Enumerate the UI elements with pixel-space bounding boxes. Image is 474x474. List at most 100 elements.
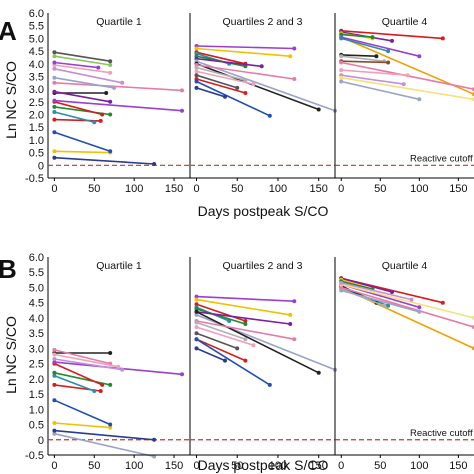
data-point: [386, 49, 391, 54]
panel-letter: B: [0, 254, 17, 284]
data-point: [288, 312, 293, 317]
data-point: [243, 358, 248, 363]
data-point: [339, 285, 344, 290]
series-line: [196, 78, 246, 94]
data-point: [108, 351, 113, 355]
data-point: [112, 85, 117, 90]
series-line: [54, 156, 155, 165]
data-point: [316, 370, 321, 375]
y-tick-label: 5.0: [29, 282, 44, 294]
data-point: [194, 346, 199, 351]
data-point: [194, 79, 199, 84]
data-point: [52, 360, 57, 365]
data-point: [386, 60, 391, 65]
x-tick-label: 0: [51, 183, 57, 195]
cutoff-label: Reactive cutoff: [410, 428, 473, 439]
y-tick-label: 3.0: [29, 343, 44, 355]
series-line: [341, 280, 373, 290]
series-line: [196, 311, 291, 325]
series-line: [341, 76, 474, 101]
series-line: [196, 320, 295, 340]
series-line: [54, 432, 155, 458]
data-point: [339, 60, 344, 65]
data-point: [223, 358, 227, 363]
data-point: [52, 75, 57, 80]
data-point: [339, 68, 344, 73]
series-line: [54, 51, 111, 62]
data-point: [194, 294, 199, 299]
data-point: [52, 110, 57, 114]
x-axis-label: Days postpeak S/CO: [198, 203, 329, 219]
x-tick-label: 50: [374, 460, 386, 472]
data-point: [180, 88, 184, 93]
x-tick-label: 150: [310, 460, 328, 472]
data-point: [52, 54, 57, 59]
facet-title: Quartile 1: [96, 260, 142, 272]
data-point: [339, 75, 344, 80]
y-tick-label: 5.5: [29, 267, 44, 279]
data-point: [52, 117, 57, 122]
facet-3: Quartile 4 0 50 100 150: [334, 257, 474, 472]
panel-B: B Ln NC S/CO -0.5 0 0.5 1.0 1.5 2.0 2.5 3.0 3.5 4.0…: [0, 252, 474, 473]
data-point: [52, 428, 57, 433]
series-line: [54, 358, 123, 371]
data-point: [194, 337, 199, 342]
data-point: [52, 66, 57, 71]
y-tick-label: 6.0: [29, 8, 44, 20]
facet-title: Quartile 4: [382, 16, 428, 28]
data-point: [194, 297, 199, 302]
series-line: [341, 33, 373, 38]
series-line: [54, 429, 155, 441]
y-tick-label: 1.5: [29, 122, 44, 134]
data-point: [259, 64, 264, 69]
y-tick-label: 0.5: [29, 420, 44, 432]
data-point: [120, 80, 125, 85]
data-point: [292, 299, 297, 304]
series-line: [54, 61, 99, 69]
data-point: [194, 46, 199, 51]
facet-title: Quartiles 2 and 3: [223, 16, 303, 28]
x-tick-label: 0: [193, 460, 199, 472]
data-point: [98, 118, 103, 123]
data-point: [370, 35, 375, 40]
data-point: [52, 382, 57, 387]
data-point: [180, 108, 184, 113]
data-point: [194, 320, 199, 325]
data-point: [108, 112, 113, 117]
series-line: [341, 69, 408, 76]
data-point: [108, 149, 113, 154]
series-line: [54, 399, 111, 426]
data-point: [52, 421, 57, 425]
data-point: [194, 325, 199, 330]
data-point: [417, 305, 422, 310]
series-line: [196, 314, 336, 371]
series-line: [341, 60, 389, 64]
data-point: [108, 382, 113, 387]
data-point: [98, 389, 103, 393]
series-line: [340, 289, 420, 313]
data-point: [108, 99, 113, 104]
data-point: [116, 364, 121, 369]
x-tick-label: 150: [165, 460, 183, 472]
panel-A: ALn NC S/CO-0.500.51.01.52.02.53.03.54.0…: [0, 8, 474, 219]
data-point: [339, 288, 344, 293]
series-line: [196, 47, 291, 57]
series-line: [196, 298, 291, 316]
data-point: [52, 155, 57, 160]
x-tick-label: 100: [410, 460, 428, 472]
series-line: [54, 55, 111, 66]
series-line: [340, 277, 393, 293]
data-point: [440, 300, 445, 305]
x-tick-label: 50: [231, 183, 243, 195]
y-tick-label: 1.5: [29, 389, 44, 401]
data-point: [52, 60, 57, 65]
data-point: [194, 85, 199, 90]
facet-1: Quartile 1 0 50 100 150: [47, 13, 190, 195]
series-line: [54, 375, 95, 392]
data-point: [390, 38, 394, 43]
data-point: [152, 162, 157, 166]
y-tick-label: -0.5: [25, 173, 44, 185]
data-point: [120, 367, 125, 372]
data-point: [52, 104, 57, 109]
